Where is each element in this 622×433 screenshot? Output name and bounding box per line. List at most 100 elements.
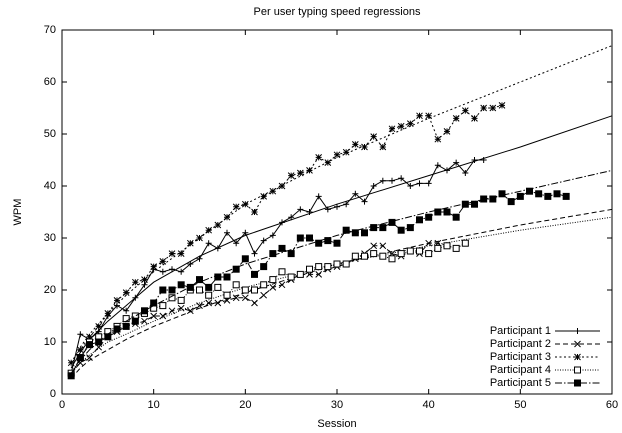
marker bbox=[67, 372, 75, 380]
marker bbox=[177, 304, 185, 312]
marker bbox=[242, 229, 249, 236]
marker bbox=[453, 159, 460, 166]
marker bbox=[425, 180, 432, 187]
marker bbox=[186, 239, 194, 247]
marker bbox=[269, 232, 276, 239]
marker bbox=[269, 187, 277, 195]
marker bbox=[196, 255, 203, 262]
marker bbox=[379, 143, 387, 151]
marker bbox=[232, 265, 240, 273]
marker bbox=[398, 175, 405, 182]
marker bbox=[351, 252, 359, 260]
marker bbox=[232, 281, 240, 289]
marker bbox=[361, 229, 368, 237]
y-tick-label: 60 bbox=[44, 76, 56, 88]
marker bbox=[241, 294, 249, 302]
marker bbox=[443, 128, 451, 135]
marker bbox=[104, 310, 112, 317]
marker bbox=[260, 291, 268, 299]
marker bbox=[315, 271, 323, 278]
marker bbox=[214, 245, 221, 252]
marker bbox=[141, 281, 148, 288]
y-axis-label: WPM bbox=[12, 199, 24, 226]
marker bbox=[406, 120, 414, 127]
marker bbox=[324, 237, 332, 245]
marker bbox=[416, 180, 423, 187]
marker bbox=[434, 208, 442, 216]
chart-title: Per user typing speed regressions bbox=[254, 6, 421, 18]
marker bbox=[370, 242, 378, 250]
marker bbox=[122, 322, 130, 330]
x-tick-label: 40 bbox=[423, 399, 435, 411]
y-tick-label: 50 bbox=[44, 128, 56, 140]
marker bbox=[77, 331, 84, 338]
marker bbox=[507, 198, 515, 206]
marker bbox=[397, 122, 405, 130]
marker bbox=[480, 157, 487, 163]
series-line bbox=[70, 242, 466, 374]
marker bbox=[397, 250, 405, 258]
marker bbox=[159, 286, 167, 294]
marker bbox=[434, 162, 441, 169]
marker bbox=[178, 268, 185, 275]
marker bbox=[169, 266, 175, 273]
marker bbox=[251, 270, 258, 278]
marker bbox=[306, 209, 313, 215]
marker bbox=[351, 141, 359, 148]
marker bbox=[471, 115, 478, 122]
marker bbox=[159, 302, 167, 310]
marker bbox=[76, 354, 84, 362]
marker bbox=[150, 299, 158, 307]
marker bbox=[361, 252, 368, 260]
marker bbox=[425, 112, 433, 120]
marker bbox=[498, 102, 506, 109]
marker bbox=[177, 296, 185, 304]
marker bbox=[471, 200, 478, 208]
marker bbox=[251, 250, 258, 257]
marker bbox=[168, 286, 176, 294]
marker bbox=[406, 247, 414, 255]
marker bbox=[123, 307, 130, 314]
marker bbox=[269, 250, 277, 258]
marker bbox=[186, 307, 194, 315]
legend-label: Participant 2 bbox=[490, 338, 551, 350]
marker bbox=[150, 312, 158, 320]
x-tick-label: 30 bbox=[331, 399, 343, 411]
marker bbox=[251, 299, 258, 307]
marker bbox=[241, 286, 249, 294]
y-tick-label: 30 bbox=[44, 232, 56, 244]
legend-label: Participant 1 bbox=[490, 325, 551, 337]
marker bbox=[434, 244, 442, 252]
marker bbox=[67, 359, 75, 367]
marker bbox=[278, 281, 286, 289]
marker bbox=[288, 214, 295, 221]
marker bbox=[461, 200, 469, 208]
marker bbox=[498, 190, 506, 198]
marker bbox=[296, 169, 304, 177]
marker bbox=[214, 273, 222, 281]
y-tick-label: 10 bbox=[44, 336, 56, 348]
marker bbox=[535, 190, 543, 198]
x-tick-label: 50 bbox=[514, 399, 526, 411]
marker bbox=[480, 195, 488, 203]
marker bbox=[324, 263, 332, 271]
marker bbox=[186, 283, 194, 291]
marker bbox=[205, 240, 212, 247]
marker bbox=[333, 260, 341, 268]
legend-label: Participant 5 bbox=[490, 377, 551, 389]
series-line bbox=[70, 159, 484, 374]
marker bbox=[389, 177, 395, 184]
marker bbox=[279, 219, 285, 226]
marker bbox=[388, 255, 396, 263]
marker bbox=[425, 250, 433, 258]
marker bbox=[269, 276, 277, 284]
marker bbox=[379, 224, 387, 232]
marker bbox=[544, 192, 552, 200]
marker bbox=[223, 213, 231, 221]
marker bbox=[388, 218, 396, 226]
marker bbox=[379, 242, 387, 250]
marker bbox=[296, 270, 304, 278]
marker bbox=[444, 167, 450, 174]
marker bbox=[196, 286, 203, 294]
